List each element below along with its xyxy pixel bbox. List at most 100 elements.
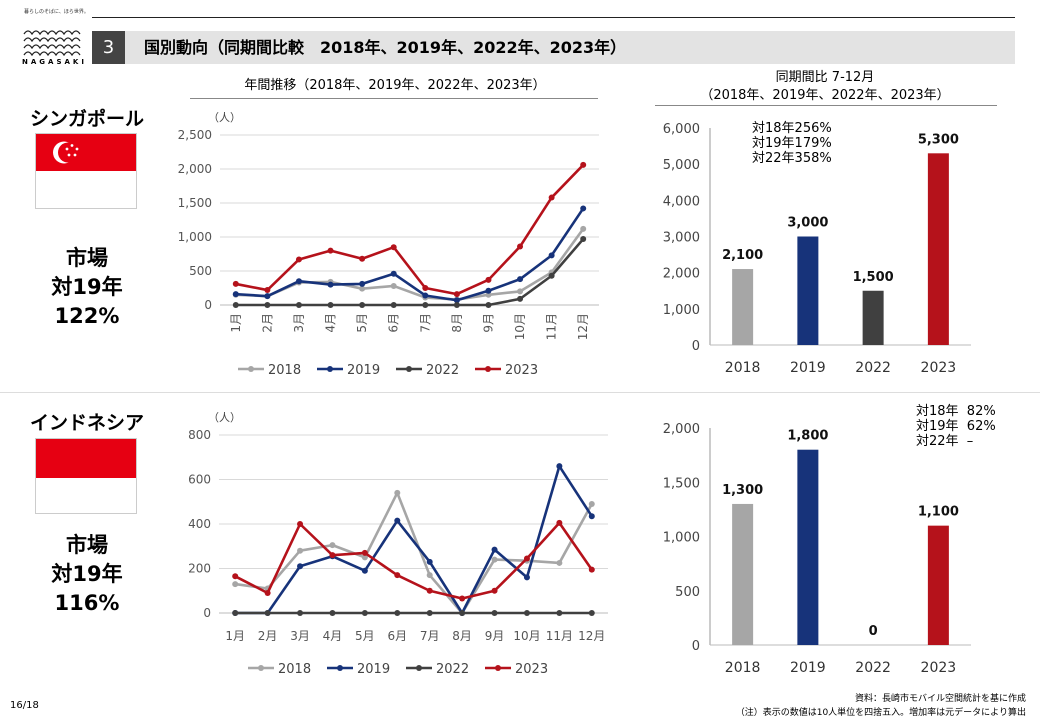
sg-bar-x-tick: 2019 [790, 360, 826, 376]
id-line-point-2019 [297, 563, 304, 570]
sg-line-point-2018 [517, 288, 524, 295]
sg-line-point-2023 [390, 244, 397, 251]
sg-line-x-tick: 9月 [481, 313, 495, 333]
nagasaki-logo-icon [23, 30, 81, 57]
id-bar-y-tick: 500 [675, 585, 700, 600]
indonesia-market-label: 市場 [66, 533, 108, 557]
singapore-note-vs2018: 対18年256% [752, 121, 832, 136]
sg-line-series-line-2023 [235, 164, 585, 296]
sg-line-point-2022 [327, 302, 334, 308]
sg-line-x-tick: 4月 [324, 313, 338, 333]
sg-line-point-2019 [580, 205, 587, 212]
id-line-x-tick: 1月 [225, 629, 245, 643]
sg-line-legend-label: 2023 [505, 363, 538, 378]
sg-line-point-2023 [232, 280, 239, 287]
sg-bar-y-tick: 2,000 [663, 267, 700, 282]
sg-line-point-2023 [359, 255, 366, 262]
sg-line-point-2019 [327, 281, 334, 288]
indonesia-note-vs2018: 対18年 82% [916, 404, 996, 419]
id-bar-y-tick: 2,000 [663, 422, 700, 437]
sg-line-legend-label: 2018 [268, 363, 301, 378]
id-line-x-tick: 8月 [452, 629, 472, 643]
id-line-legend-label: 2019 [357, 662, 390, 677]
id-line-point-2023 [523, 555, 530, 562]
id-bar-bar-2018 [732, 503, 754, 645]
id-line-x-tick: 11月 [546, 629, 573, 643]
sg-line-point-2022 [580, 236, 587, 243]
sg-line-y-tick: 0 [204, 298, 212, 312]
header-bar [92, 31, 1015, 64]
sg-line-point-2019 [548, 252, 555, 259]
id-bar-bar-label: 0 [869, 624, 878, 639]
indonesia-line-chart: （人） 0 200 400 600 800 1月 2月 3月 4月 5月 6月 7月 8月 9月 10月 11月… [188, 411, 608, 677]
sg-line-y-tick: 1,500 [178, 196, 212, 210]
id-line-point-2019 [394, 517, 401, 524]
id-line-y-tick: 0 [203, 606, 211, 620]
indonesia-flag-icon [35, 438, 137, 514]
sg-bar-bar-2019 [797, 236, 819, 345]
indonesia-note-vs2022: 対22年 – [916, 434, 974, 449]
id-line-x-tick: 4月 [323, 629, 343, 643]
sg-bar-y-tick: 5,000 [663, 158, 700, 173]
sg-bar-y-tick: 0 [692, 339, 700, 354]
id-bar-bar-2019 [797, 449, 819, 645]
sg-line-point-2022 [422, 302, 429, 308]
id-line-y-tick: 600 [188, 473, 211, 487]
id-line-x-tick: 2月 [258, 629, 278, 643]
id-bar-bar-2023 [927, 525, 949, 645]
sg-line-point-2022 [359, 302, 366, 308]
sg-line-y-tick: 1,000 [178, 230, 212, 244]
id-line-point-2023 [361, 549, 368, 556]
sg-line-y-tick: 2,000 [178, 162, 212, 176]
sg-line-x-tick: 10月 [513, 313, 527, 340]
sg-line-x-tick: 12月 [576, 313, 590, 340]
id-bar-bar-label: 1,100 [918, 505, 959, 520]
singapore-line-chart: （人） 0 500 1,000 1,500 2,000 2,500 1月 2月 3月 4月 5月 6月 7… [178, 111, 599, 378]
sg-line-y-tick: 2,500 [178, 128, 212, 142]
sg-line-point-2023 [264, 287, 271, 294]
id-line-point-2023 [556, 519, 563, 526]
id-line-point-2022 [556, 610, 563, 616]
sg-line-point-2022 [517, 295, 524, 302]
sg-bar-y-tick: 1,000 [663, 303, 700, 318]
sg-line-series-line-2022 [235, 238, 585, 307]
sg-line-legend-marker-2023 [485, 366, 491, 372]
sg-line-x-tick: 8月 [450, 313, 464, 333]
id-line-y-tick: 400 [188, 517, 211, 531]
yoy-subtitle-rule [655, 105, 997, 106]
singapore-market-base: 対19年 [51, 275, 123, 299]
indonesia-note-vs2019: 対19年 62% [916, 419, 996, 434]
id-line-point-2018 [491, 556, 498, 563]
sg-line-point-2023 [327, 247, 334, 254]
id-line-legend-label: 2018 [278, 662, 311, 677]
id-line-legend-marker-2022 [416, 665, 422, 671]
id-line-point-2019 [523, 574, 530, 581]
sg-line-legend-marker-2018 [248, 366, 254, 372]
singapore-market-label: 市場 [66, 246, 108, 270]
sg-line-point-2023 [485, 276, 492, 283]
sg-line-point-2019 [517, 276, 524, 283]
id-line-point-2018 [361, 554, 368, 561]
sg-bar-x-tick: 2018 [725, 360, 761, 376]
sg-line-point-2023 [422, 285, 429, 291]
page-title: 国別動向（同期間比較 2018年、2019年、2022年、2023年） [144, 38, 627, 57]
sg-line-point-2023 [548, 194, 555, 201]
sg-line-x-tick: 2月 [260, 313, 274, 333]
country-name-singapore: シンガポール [30, 108, 145, 130]
id-line-point-2018 [394, 489, 401, 496]
id-line-x-tick: 12月 [578, 629, 605, 643]
sg-line-point-2019 [264, 293, 271, 300]
sg-line-x-tick: 7月 [418, 313, 432, 333]
id-bar-bar-label: 1,800 [787, 429, 828, 444]
sg-line-point-2022 [485, 302, 492, 308]
rounding-note: （注）表示の数値は10人単位を四捨五入。増加率は元データにより算出 [735, 708, 1026, 718]
sg-line-point-2023 [295, 256, 302, 263]
id-line-point-2023 [491, 587, 498, 594]
id-line-point-2023 [394, 572, 401, 579]
indonesia-market-value: 116% [54, 591, 120, 615]
sg-line-point-2023 [580, 161, 587, 168]
sg-bar-bar-2022 [862, 290, 884, 345]
id-line-point-2018 [556, 559, 563, 566]
sg-bar-y-tick: 4,000 [663, 194, 700, 209]
sg-line-x-tick: 11月 [545, 313, 559, 340]
